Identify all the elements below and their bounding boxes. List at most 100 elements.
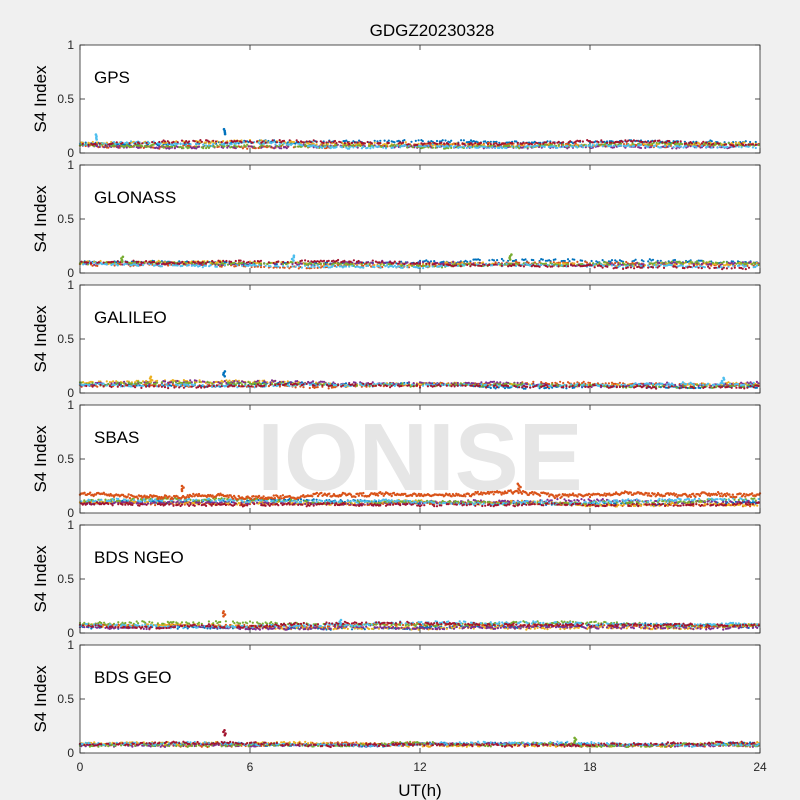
data-point — [622, 267, 625, 270]
data-point — [447, 142, 450, 146]
data-point — [378, 261, 381, 264]
data-point — [141, 384, 145, 387]
data-point — [304, 264, 307, 267]
data-point — [268, 145, 271, 148]
data-point — [294, 261, 297, 264]
data-point — [321, 146, 324, 149]
data-point — [247, 261, 250, 264]
data-point — [755, 386, 759, 389]
data-point — [343, 143, 346, 146]
data-point — [322, 262, 326, 265]
data-point — [96, 385, 99, 388]
data-point — [223, 145, 226, 148]
data-point — [244, 140, 247, 143]
data-point — [344, 382, 348, 385]
data-point — [649, 140, 653, 143]
data-point — [513, 382, 516, 385]
data-point — [661, 141, 664, 144]
data-point — [113, 383, 116, 386]
data-point — [566, 144, 569, 147]
data-point — [379, 266, 382, 269]
data-point — [360, 147, 363, 150]
data-point — [193, 261, 196, 264]
data-point — [442, 263, 445, 267]
y-tick-label: 1 — [67, 158, 74, 172]
data-point — [156, 381, 159, 384]
data-point — [137, 260, 140, 263]
data-point — [427, 144, 430, 147]
data-point — [288, 139, 291, 142]
data-point — [498, 141, 501, 144]
data-point — [450, 139, 453, 142]
data-point — [491, 146, 494, 149]
data-point — [278, 139, 281, 142]
data-point — [272, 261, 275, 265]
data-point — [462, 142, 465, 146]
data-point — [443, 142, 446, 145]
data-point — [598, 143, 602, 146]
data-point — [384, 145, 388, 148]
data-point — [585, 261, 589, 264]
data-point — [706, 145, 709, 148]
data-point — [291, 142, 294, 145]
data-point — [80, 260, 83, 263]
data-point — [367, 142, 371, 146]
data-point — [568, 260, 571, 263]
data-point — [683, 267, 686, 270]
data-point — [327, 259, 330, 262]
data-point — [621, 140, 624, 143]
data-point — [667, 261, 670, 264]
data-point — [591, 144, 594, 147]
data-point — [714, 266, 718, 269]
data-point — [426, 265, 429, 268]
data-point — [269, 265, 272, 268]
data-point — [316, 146, 320, 149]
data-point — [697, 262, 700, 265]
data-point — [530, 143, 534, 146]
data-point — [508, 382, 511, 385]
data-point — [579, 139, 582, 142]
data-point — [618, 381, 622, 384]
data-point — [160, 265, 163, 268]
data-point — [275, 141, 278, 144]
data-point — [757, 382, 760, 385]
data-point — [369, 147, 372, 150]
data-point — [233, 261, 236, 264]
data-point — [609, 260, 612, 263]
data-point — [498, 146, 501, 149]
data-point — [417, 139, 420, 142]
data-point — [154, 264, 157, 267]
data-point — [635, 139, 638, 142]
data-point — [681, 265, 685, 268]
data-point — [420, 142, 423, 145]
data-point — [651, 266, 655, 269]
data-point — [464, 259, 467, 262]
data-point — [633, 267, 636, 270]
data-point — [277, 265, 280, 268]
data-point — [137, 384, 140, 387]
data-point — [747, 143, 750, 146]
data-point — [264, 141, 267, 144]
data-point — [373, 382, 376, 385]
data-point — [132, 144, 135, 147]
data-point — [286, 265, 289, 268]
data-point — [465, 146, 468, 149]
data-point — [458, 261, 461, 264]
data-point — [244, 145, 247, 148]
data-point — [208, 381, 211, 384]
data-point — [503, 142, 507, 145]
data-point — [710, 140, 713, 143]
data-point — [743, 141, 746, 144]
data-point — [730, 267, 733, 270]
data-point — [562, 143, 565, 146]
data-point — [705, 261, 708, 264]
data-point — [112, 380, 115, 383]
data-point — [562, 145, 565, 148]
data-point — [628, 145, 631, 148]
data-point-feature — [120, 260, 124, 264]
data-point — [497, 262, 500, 265]
data-point — [425, 259, 428, 262]
data-point — [676, 140, 679, 143]
data-point — [428, 262, 431, 265]
data-point — [545, 141, 548, 144]
